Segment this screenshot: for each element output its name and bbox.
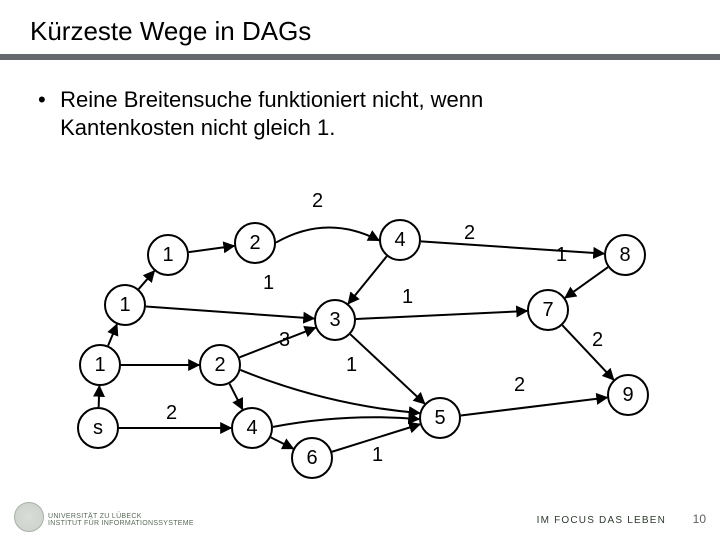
edge [350,334,424,403]
edge-weight-label: 1 [372,444,383,467]
edge [108,324,117,345]
graph-node: 6 [291,437,333,479]
bullet-text: • Reine Breitensuche funktioniert nicht,… [38,86,483,141]
edge-weight-label: 1 [556,244,567,267]
edge-weight-label: 1 [263,272,274,295]
edge [230,384,243,410]
edge [240,370,419,413]
edge [276,227,379,242]
graph-node: 4 [231,407,273,449]
edge [421,241,604,253]
edge-weight-label: 2 [166,402,177,425]
edge [189,246,234,252]
graph-node: 3 [314,299,356,341]
bullet-marker: • [38,86,54,114]
edge-weight-label: 2 [592,329,603,352]
title-underline [0,54,720,60]
graph-node: 1 [79,344,121,386]
footer-uni-line2: INSTITUT FÜR INFORMATIONSSYSTEME [48,520,194,528]
graph-node: s [77,407,119,449]
graph-node: 8 [604,234,646,276]
graph-node: 1 [147,234,189,276]
graph-node: 5 [419,397,461,439]
footer-university-text: UNIVERSITÄT ZU LÜBECK INSTITUT FÜR INFOR… [48,513,194,528]
edge-weight-label: 1 [402,286,413,309]
edge-weight-label: 2 [464,222,475,245]
graph-diagram: 1241378129s456 22111312221 [0,160,720,490]
footer-tagline: IM FOCUS DAS LEBEN [537,515,666,526]
edge-weight-label: 3 [279,329,290,352]
edge [565,267,608,298]
edge [562,325,613,379]
edge [356,311,527,319]
edge [271,437,293,448]
graph-node: 1 [104,284,146,326]
graph-node: 9 [607,374,649,416]
edge [348,256,387,303]
edge-weight-label: 2 [312,190,323,213]
slide: Kürzeste Wege in DAGs • Reine Breitensuc… [0,0,720,540]
university-seal-icon [14,502,44,532]
edge [139,271,155,289]
edge [273,417,419,427]
slide-title: Kürzeste Wege in DAGs [30,16,311,47]
graph-node: 2 [234,222,276,264]
page-number: 10 [693,512,706,526]
graph-node: 2 [199,344,241,386]
graph-node: 4 [379,219,421,261]
edge-weight-label: 1 [346,354,357,377]
bullet-line-2: Kantenkosten nicht gleich 1. [60,115,335,140]
edge-weight-label: 2 [514,374,525,397]
edge [461,398,607,416]
slide-footer: UNIVERSITÄT ZU LÜBECK INSTITUT FÜR INFOR… [0,500,720,534]
edge [240,328,316,358]
edge [99,386,100,407]
bullet-line-1: Reine Breitensuche funktioniert nicht, w… [60,87,483,112]
graph-node: 7 [527,289,569,331]
edge [146,306,314,318]
